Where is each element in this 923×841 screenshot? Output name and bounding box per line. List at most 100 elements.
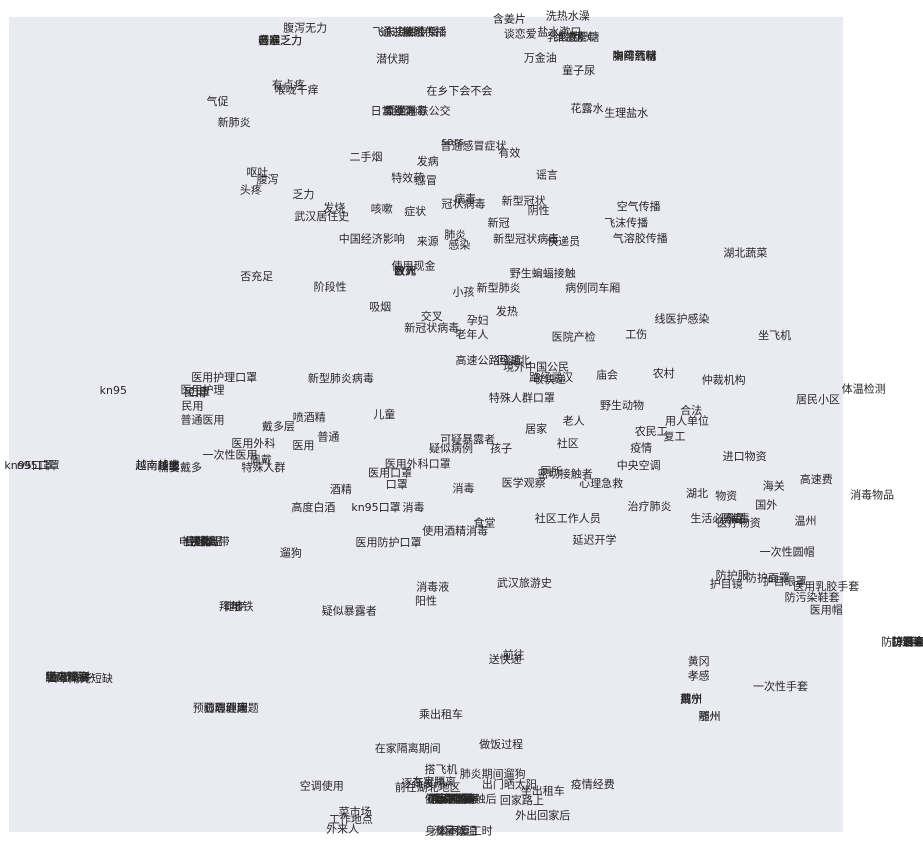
point-label: 飞沫接触传播 bbox=[372, 25, 438, 39]
point-label: 一次性手套 bbox=[753, 679, 808, 693]
point-label: 特效药 bbox=[391, 171, 424, 185]
point-label: 乏力 bbox=[292, 188, 314, 201]
point-label: 隔离观察 bbox=[45, 669, 89, 683]
point-label: 隔离带 bbox=[197, 534, 230, 548]
point-label: 有效 bbox=[498, 145, 520, 159]
point-label: kn95 bbox=[100, 384, 127, 397]
point-label: 集中隔离 bbox=[433, 792, 477, 806]
point-label: 否充足 bbox=[240, 269, 273, 283]
point-label: 致死 bbox=[394, 263, 416, 277]
point-label: 护目镜 bbox=[710, 576, 743, 590]
point-label: 医用护理口罩 bbox=[191, 370, 257, 384]
point-label: 医用帽 bbox=[810, 604, 843, 617]
point-label: 确诊病例 bbox=[428, 792, 472, 806]
point-label: 消毒 bbox=[728, 511, 750, 525]
point-label: 新型冠状 bbox=[502, 193, 546, 207]
point-label: 疫情 bbox=[630, 440, 652, 454]
point-label: 减肥糖 bbox=[566, 30, 599, 44]
point-label: 胸闷气喘 bbox=[613, 48, 657, 62]
point-label: 黄州 bbox=[680, 691, 702, 705]
point-label: 高速公路绕道 bbox=[456, 353, 522, 367]
point-label: 乳酸菌 bbox=[547, 30, 580, 44]
point-label: 收快递 bbox=[533, 372, 566, 386]
point-label: 社区 bbox=[557, 436, 579, 450]
point-label: 孕妇 bbox=[467, 314, 489, 327]
point-label: 一次性圆帽 bbox=[760, 545, 815, 559]
point-label: 口罩消毒 bbox=[383, 104, 427, 118]
point-label: 疑似病例 bbox=[429, 441, 473, 455]
point-label: 医用护理 bbox=[181, 382, 225, 396]
point-label: 社区工作人员 bbox=[535, 511, 601, 525]
point-label: 医用外科 bbox=[231, 436, 275, 450]
point-label: 心理健康 bbox=[204, 700, 248, 714]
point-label: 口罩 bbox=[188, 386, 210, 399]
point-label: 空气传播 bbox=[617, 199, 661, 213]
point-label: 食堂 bbox=[473, 515, 495, 529]
point-label: 预防心理 bbox=[204, 700, 248, 714]
point-label: 出门晒太阳 bbox=[482, 777, 537, 791]
point-label: 湖北 bbox=[686, 487, 708, 500]
point-label: 医用外科口罩 bbox=[385, 457, 451, 471]
point-label: 病毒隔离 bbox=[432, 792, 476, 806]
point-label: 在家居住 bbox=[427, 792, 471, 806]
point-label: 洗热水澡 bbox=[546, 9, 590, 22]
point-label: 武汉居住史 bbox=[294, 209, 349, 223]
point-label: 公司复工时 bbox=[438, 823, 493, 837]
point-label: 童子尿 bbox=[562, 63, 595, 77]
point-label: 黄冈 bbox=[688, 654, 710, 668]
point-label: 普通感冒症状 bbox=[441, 139, 507, 153]
point-label: 口罩用光短缺 bbox=[47, 671, 113, 685]
point-label: 菜市场 bbox=[339, 805, 372, 819]
point-label: 高速费 bbox=[800, 472, 833, 486]
point-label: 中央空调 bbox=[617, 458, 661, 472]
point-label: 医疗物资 bbox=[717, 515, 761, 529]
plot-area bbox=[9, 17, 843, 832]
point-label: 普通医用 bbox=[181, 413, 225, 427]
point-label: 接触后 bbox=[464, 792, 497, 806]
point-label: 口罩套 bbox=[892, 635, 923, 648]
point-label: 新冠 bbox=[488, 215, 510, 229]
point-label: 医用口罩 bbox=[368, 467, 412, 480]
point-label: 吸入 bbox=[394, 264, 416, 277]
point-label: 做饭过程 bbox=[479, 737, 523, 751]
point-label: 医院产检 bbox=[552, 329, 596, 343]
point-label: 消毒 bbox=[403, 500, 425, 514]
point-label: 盐水漱口 bbox=[537, 26, 581, 39]
point-label: 口罩 bbox=[386, 478, 408, 491]
point-label: 咖啡酒精 bbox=[613, 48, 657, 62]
point-label: 护目眼罩 bbox=[763, 574, 807, 588]
point-label: 海关 bbox=[763, 479, 785, 493]
point-label: 居家隔离 bbox=[430, 792, 474, 806]
point-label: 送快递 bbox=[489, 652, 522, 666]
point-label: 普通 bbox=[317, 430, 339, 444]
point-label: 消毒物品 bbox=[850, 488, 894, 502]
point-label: 交叉 bbox=[421, 309, 443, 323]
point-label: 乘出租车 bbox=[419, 707, 463, 721]
point-label: 万金油 bbox=[524, 51, 557, 65]
point-label: 新型冠状病毒 bbox=[493, 232, 559, 246]
point-label: 儿童 bbox=[373, 407, 395, 421]
point-label: 合法 bbox=[680, 403, 702, 417]
point-label: 越南线上 bbox=[136, 458, 180, 472]
point-label: 咽喉乏力 bbox=[258, 34, 302, 47]
point-label: n95口罩 bbox=[17, 459, 60, 472]
point-label: 武汉旅游史 bbox=[497, 576, 552, 590]
point-label: 湖北蔬菜 bbox=[723, 247, 767, 260]
point-label: 防疫 bbox=[721, 511, 743, 525]
point-label: 物资 bbox=[715, 488, 737, 502]
point-label: 防护服 bbox=[716, 568, 749, 582]
point-label: 医学观察 bbox=[502, 475, 546, 489]
point-label: 前往湖北地区 bbox=[395, 780, 461, 794]
point-label: 在家隔离期间 bbox=[375, 741, 441, 755]
point-label: 乘坐地铁公交 bbox=[385, 104, 451, 118]
point-label: 需要戴多 bbox=[158, 460, 202, 474]
point-label: 搭飞机 bbox=[425, 762, 458, 776]
point-label: 防污染 bbox=[892, 634, 923, 648]
point-label: 测量体温 bbox=[433, 823, 477, 837]
point-label: 一次性医用 bbox=[203, 448, 258, 462]
point-label: 症状 bbox=[404, 204, 426, 218]
point-label: 使用现金 bbox=[392, 259, 436, 273]
point-label: 孩子 bbox=[490, 442, 512, 455]
point-label: 庙会 bbox=[596, 368, 618, 382]
